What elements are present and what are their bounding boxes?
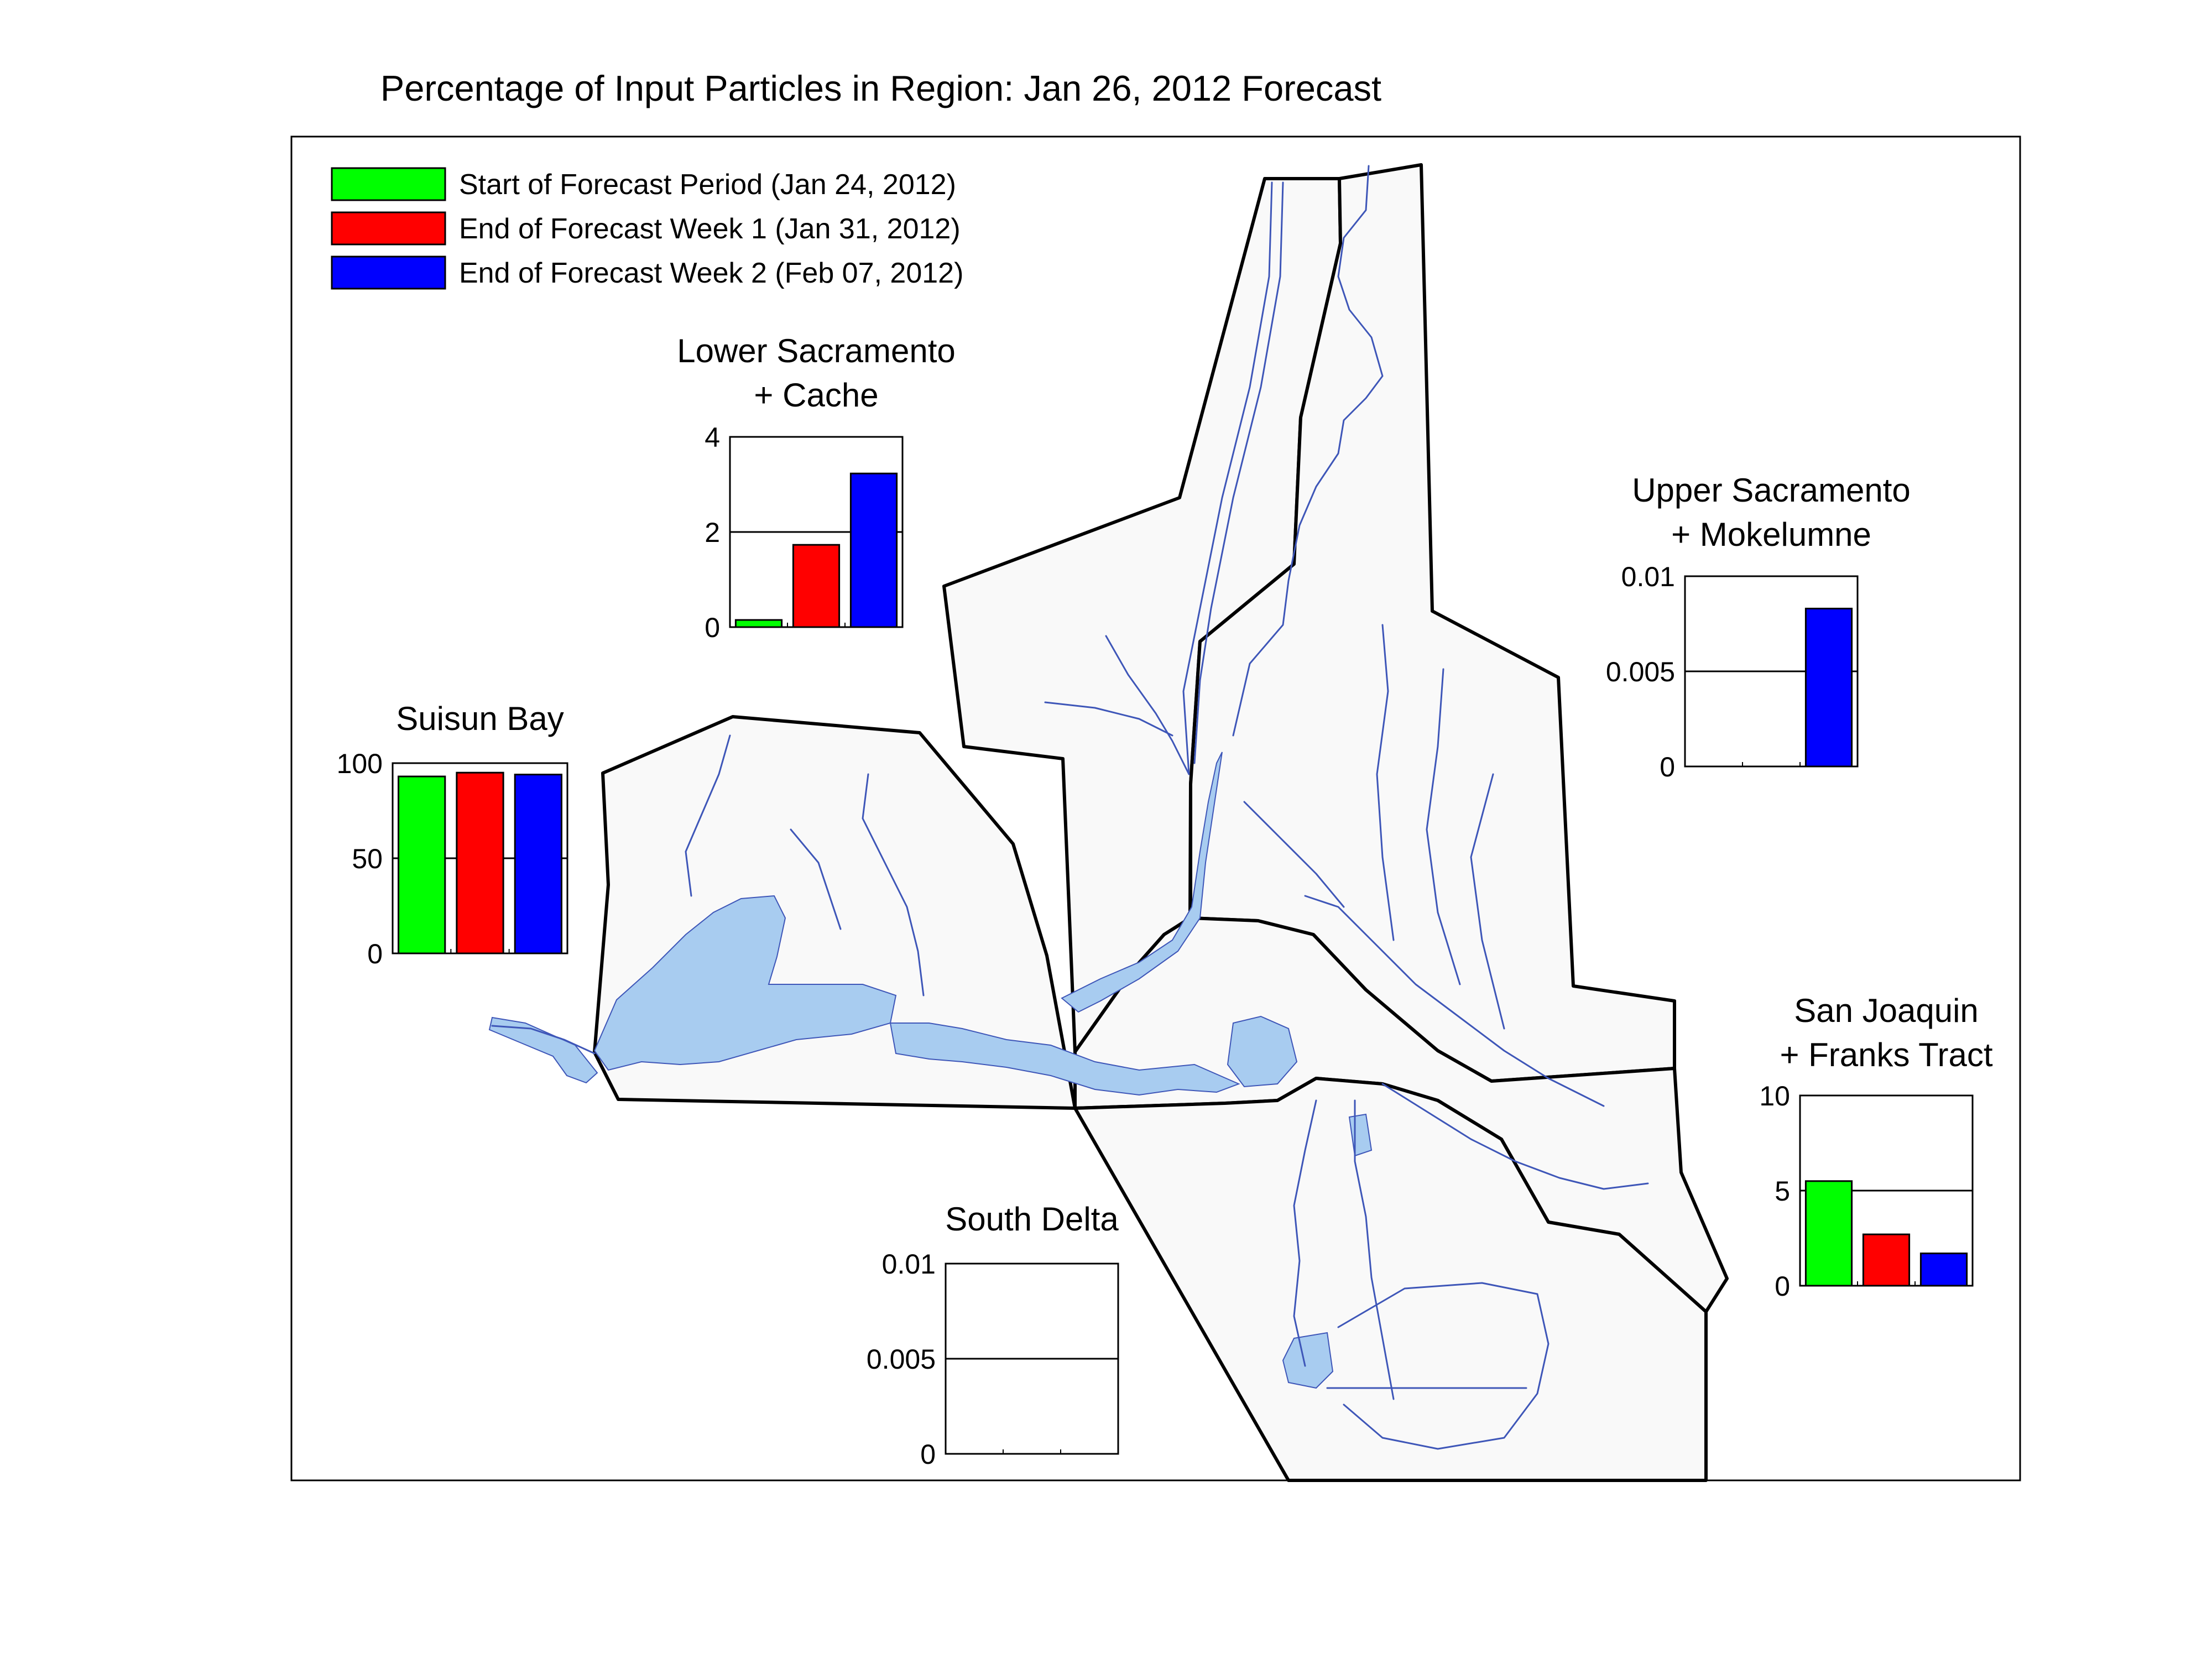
inset-ytick-label: 100 (337, 748, 383, 779)
inset-ytick-label: 0.01 (882, 1249, 936, 1280)
lindsey-slough-channel (1044, 701, 1173, 737)
franks-tract-water (1227, 1015, 1298, 1088)
legend-swatch-1 (331, 167, 446, 201)
bar-san-joaquin-franks-tract-1 (1804, 1180, 1853, 1287)
inset-ytick-label: 0 (1775, 1271, 1790, 1302)
inset-title-line-2: + Cache (754, 377, 878, 414)
west-tributary-1 (1243, 801, 1345, 908)
deep-water-ship-channel (1182, 181, 1273, 775)
inset-title-line-1: Upper Sacramento (1632, 472, 1911, 509)
bar-suisun-bay-2 (456, 771, 504, 954)
inset-ytick-label: 10 (1759, 1081, 1790, 1112)
old-river-channel (1293, 1099, 1317, 1367)
bar-upper-sacramento-mokelumne-3 (1804, 607, 1853, 768)
legend-swatch-2 (331, 211, 446, 246)
bar-lower-sacramento-cache-2 (792, 544, 841, 628)
south-delta-loop (1337, 1282, 1550, 1450)
sac-river-channel-water (1061, 752, 1223, 1013)
inset-ytick-label: 2 (705, 517, 720, 548)
grizzly-bay-water (593, 895, 897, 1071)
river-channels (491, 165, 1649, 1450)
legend-label-1: Start of Forecast Period (Jan 24, 2012) (459, 169, 956, 201)
inset-title-line-1: San Joaquin (1794, 992, 1979, 1029)
inset-title-line-2: + Mokelumne (1671, 516, 1871, 553)
inset-ytick-label: 0.005 (1606, 656, 1675, 687)
inset-chart-upper-sacramento-mokelumne: Upper Sacramento + Mokelumne 0 0.005 0.01 (1606, 472, 1911, 782)
inset-ytick-label: 50 (352, 843, 383, 874)
inset-ytick-label: 0 (920, 1439, 936, 1470)
san-joaquin-channel (1381, 1083, 1649, 1190)
bar-lower-sacramento-cache-3 (849, 472, 898, 628)
inset-chart-suisun-bay: Suisun Bay 0 50 100 (337, 700, 568, 969)
east-tributary-1 (1376, 624, 1395, 941)
bar-lower-sacramento-cache-1 (734, 619, 783, 628)
legend-label-3: End of Forecast Week 2 (Feb 07, 2012) (459, 257, 963, 289)
middle-river-channel (1354, 1099, 1395, 1400)
legend-label-2: End of Forecast Week 1 (Jan 31, 2012) (459, 213, 961, 245)
yolo-bypass-channel (1193, 181, 1284, 764)
inset-title-line-2: + Franks Tract (1780, 1036, 1992, 1073)
inset-ytick-label: 0 (1660, 752, 1675, 782)
inset-ytick-label: 0 (367, 938, 383, 969)
bar-san-joaquin-franks-tract-3 (1919, 1253, 1968, 1287)
inset-ytick-label: 0.005 (867, 1344, 936, 1375)
legend: Start of Forecast Period (Jan 24, 2012) E… (331, 167, 963, 290)
inset-title-line-1: Lower Sacramento (677, 332, 956, 369)
east-tributary-2 (1426, 668, 1461, 985)
suisun-bay-water (488, 1016, 598, 1084)
suisun-slough-channel (685, 734, 731, 897)
cache-slough-channel (1105, 635, 1190, 775)
sac-river-lower-water (889, 1022, 1240, 1096)
inset-chart-south-delta: South Delta 0 0.005 0.01 (867, 1201, 1119, 1470)
region-south-delta (1073, 1077, 1708, 1482)
bar-suisun-bay-1 (398, 775, 446, 954)
inset-chart-lower-sacramento-cache: Lower Sacramento + Cache 0 2 4 (677, 332, 956, 643)
inset-title-line-1: South Delta (945, 1201, 1119, 1238)
inset-title-line-1: Suisun Bay (396, 700, 564, 737)
legend-swatch-3 (331, 255, 446, 290)
inset-ytick-label: 0 (705, 612, 720, 643)
inset-chart-san-joaquin-franks-tract: San Joaquin + Franks Tract 0 5 10 (1759, 992, 1993, 1302)
inset-ytick-label: 5 (1775, 1176, 1790, 1207)
water-bodies (488, 752, 1373, 1389)
inset-ytick-label: 0.01 (1621, 561, 1675, 592)
clifton-court-water (1282, 1332, 1334, 1389)
delta-map (488, 163, 1729, 1482)
bar-san-joaquin-franks-tract-2 (1862, 1233, 1911, 1287)
inset-ytick-label: 4 (705, 422, 720, 453)
east-tributary-3 (1470, 773, 1505, 1030)
suisun-marsh-channel (790, 828, 842, 930)
montezuma-slough-channel (862, 773, 925, 997)
upper-sacramento-channel (1232, 165, 1384, 737)
bar-suisun-bay-3 (514, 774, 562, 954)
mokelumne-channel (1304, 895, 1605, 1107)
chart-title: Percentage of Input Particles in Region:… (380, 68, 1381, 108)
carquinez-strait (491, 1025, 596, 1055)
